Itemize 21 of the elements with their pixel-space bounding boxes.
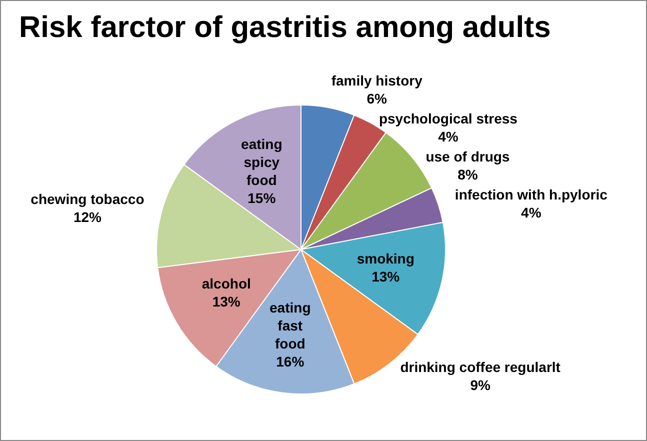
slice-label: psychological stress xyxy=(378,110,518,126)
slice-label: eating spicy food xyxy=(241,136,282,188)
data-label: 9% xyxy=(470,377,491,394)
data-label: 4% xyxy=(521,204,542,220)
slice-label: alcohol xyxy=(202,275,251,292)
data-label: 6% xyxy=(366,90,388,106)
slice-label: chewing tobacco xyxy=(30,191,144,208)
slice-label: family history xyxy=(331,72,423,88)
slice-label: eating fast food xyxy=(270,299,311,352)
data-label: 8% xyxy=(458,166,478,182)
slice-label: infection with h.pyloric xyxy=(454,186,608,202)
data-label: 4% xyxy=(438,128,459,144)
data-label: 13% xyxy=(372,268,400,284)
chart-title: Risk farctor of gastritis among adults xyxy=(19,11,551,45)
slice-label: smoking xyxy=(356,250,414,266)
slice-label: drinking coffee regularlt xyxy=(400,359,561,376)
data-label: 12% xyxy=(73,209,102,226)
data-label: 16% xyxy=(276,353,305,370)
data-label: 15% xyxy=(248,190,276,206)
slice-label: use of drugs xyxy=(426,148,510,164)
data-label: 13% xyxy=(212,293,241,310)
